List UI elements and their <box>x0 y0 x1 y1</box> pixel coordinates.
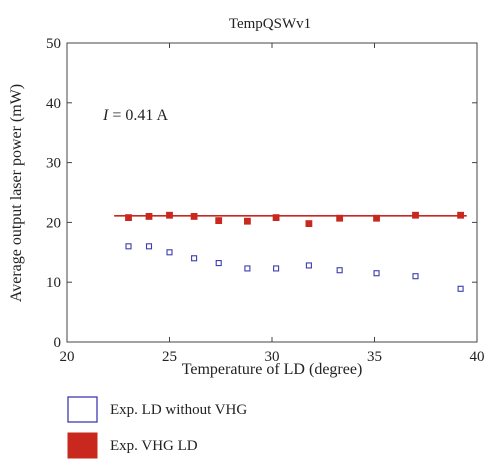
y-tick-label: 30 <box>46 156 61 172</box>
current-symbol: I <box>102 107 109 124</box>
x-axis: 20 25 30 35 40 <box>60 43 485 365</box>
x-tick-label: 40 <box>470 349 485 365</box>
data-point-series-1-9 <box>373 214 380 222</box>
data-point-series-1-0 <box>125 214 132 222</box>
data-point-series-0-6 <box>273 265 280 272</box>
x-tick-label: 25 <box>162 349 177 365</box>
data-point-series-0-4 <box>215 260 222 267</box>
data-point-series-0-10 <box>412 273 419 280</box>
data-point-series-0-5 <box>244 265 251 272</box>
data-point-series-1-1 <box>145 213 153 220</box>
data-point-series-1-3 <box>190 213 198 220</box>
legend-swatch-ld-without-vhg <box>67 396 98 423</box>
y-axis: 0 10 20 30 40 50 <box>46 36 477 351</box>
data-point-series-0-1 <box>145 243 153 250</box>
y-tick-label: 0 <box>54 335 62 351</box>
x-tick-label: 20 <box>60 349 75 365</box>
y-tick-label: 10 <box>46 275 61 291</box>
legend-label-vhg-ld: Exp. VHG LD <box>110 438 198 454</box>
y-tick-label: 40 <box>46 96 61 112</box>
data-point-series-1-7 <box>305 220 313 227</box>
data-markers <box>125 211 465 292</box>
data-point-series-1-5 <box>243 217 251 225</box>
data-point-series-0-7 <box>305 262 312 269</box>
y-tick-label: 50 <box>46 36 61 52</box>
chart-title: TempQSWv1 <box>229 16 311 32</box>
y-tick-label: 20 <box>46 215 61 231</box>
data-point-series-0-3 <box>191 255 198 262</box>
data-point-series-1-11 <box>457 211 465 219</box>
x-tick-label: 30 <box>265 349 280 365</box>
legend-label-ld-without-vhg: Exp. LD without VHG <box>110 402 247 418</box>
data-point-series-1-10 <box>412 211 419 219</box>
y-axis-label: Average output laser power (mW) <box>8 84 25 302</box>
x-tick-label: 35 <box>367 349 382 365</box>
data-point-series-0-2 <box>166 249 173 256</box>
data-point-series-0-9 <box>373 270 380 277</box>
data-point-series-1-8 <box>336 214 344 222</box>
data-point-series-0-11 <box>457 285 464 292</box>
data-point-series-1-6 <box>272 214 280 222</box>
current-annotation: I = 0.41 A <box>102 107 168 124</box>
legend: Exp. LD without VHG Exp. VHG LD <box>67 396 247 459</box>
current-value: = 0.41 A <box>108 107 168 124</box>
data-point-series-1-4 <box>215 217 223 225</box>
x-axis-label: Temperature of LD (degree) <box>182 361 363 378</box>
data-point-series-0-0 <box>125 243 132 250</box>
plot-frame <box>66 42 478 343</box>
legend-swatch-vhg-ld <box>67 432 98 459</box>
data-point-series-0-8 <box>336 267 343 274</box>
data-point-series-1-2 <box>166 211 173 219</box>
